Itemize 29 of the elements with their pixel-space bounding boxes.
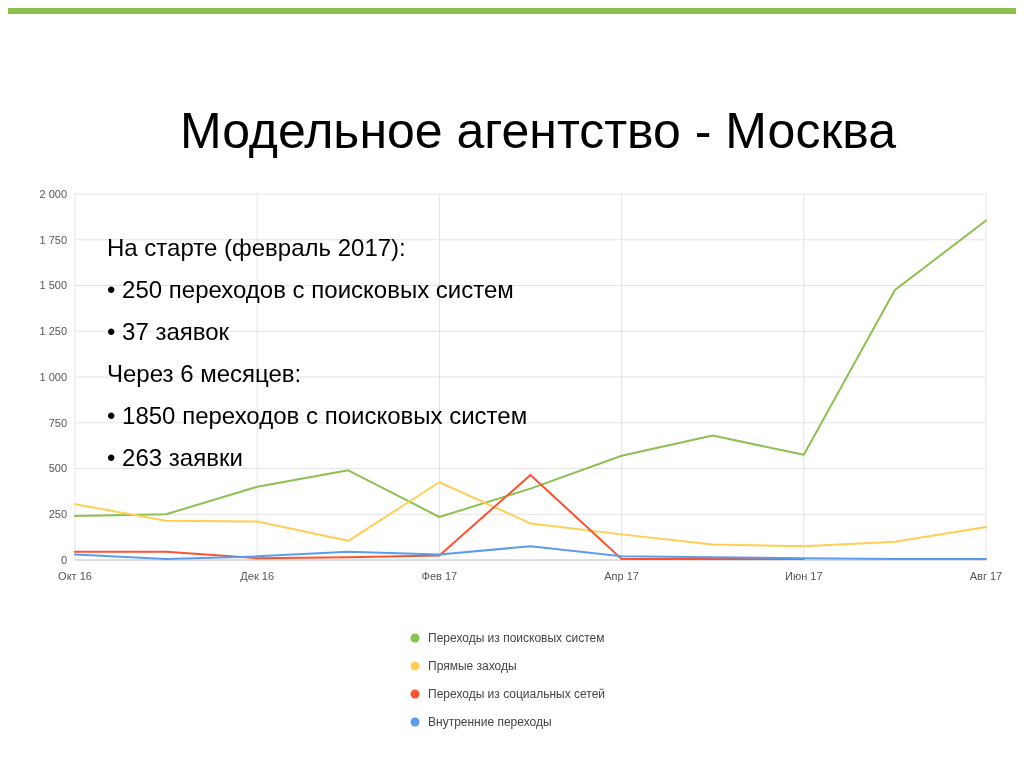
line-series: [74, 481, 987, 548]
y-tick-label: 2 000: [39, 187, 67, 200]
chart-title: Модельное агентство - Москва: [179, 103, 897, 159]
y-tick-label: 500: [48, 462, 67, 475]
legend-label: Переходы из социальных сетей: [428, 687, 606, 702]
x-tick-label: Апр 17: [604, 570, 639, 582]
line-series: [74, 219, 987, 518]
annotation: • 263 заявки: [107, 444, 243, 471]
y-tick-label: 750: [48, 416, 67, 429]
y-tick-label: 1 000: [39, 370, 67, 383]
x-tick-label: Июн 17: [785, 570, 823, 582]
annotation: На старте (февраль 2017):: [107, 234, 406, 261]
annotation: • 37 заявок: [107, 318, 230, 345]
line-series: [74, 473, 805, 561]
y-tick-label: 0: [60, 553, 67, 566]
y-tick-label: 1 500: [39, 279, 67, 292]
y-tick-label: 1 250: [39, 325, 67, 338]
y-tick-label: 1 750: [39, 233, 67, 246]
annotation: • 250 переходов с поисковых систем: [107, 276, 514, 303]
x-tick-label: Окт 16: [58, 570, 92, 582]
legend-label: Переходы из поисковых систем: [428, 631, 605, 646]
legend-label: Прямые заходы: [428, 659, 517, 674]
annotation: • 1850 переходов с поисковых систем: [107, 402, 528, 429]
x-tick-label: Авг 17: [969, 570, 1003, 582]
y-tick-label: 250: [48, 508, 67, 521]
annotation: Через 6 месяцев:: [107, 360, 302, 387]
x-tick-label: Фев 17: [421, 570, 458, 582]
x-tick-label: Дек 16: [240, 570, 275, 582]
legend-label: Внутренние переходы: [428, 715, 552, 730]
